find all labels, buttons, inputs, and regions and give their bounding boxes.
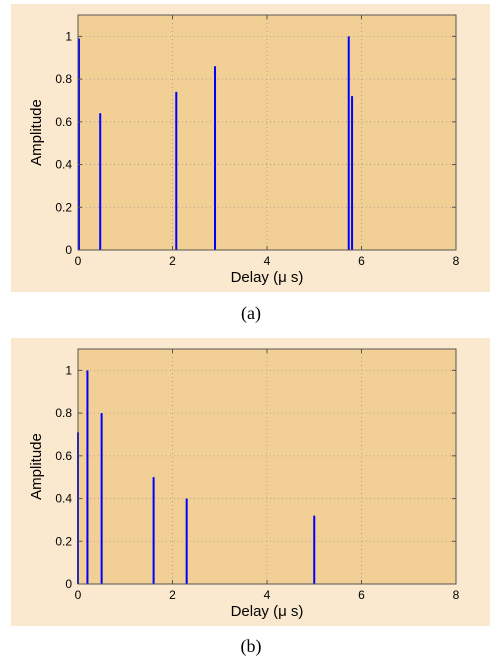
y-tick-label: 0.6: [55, 115, 72, 129]
y-tick-label: 1: [65, 363, 72, 377]
y-axis-label: Amplitude: [28, 99, 45, 166]
caption-a: (a): [241, 303, 261, 323]
y-axis-label: Amplitude: [28, 433, 45, 500]
x-axis-label: Delay (μ s): [231, 269, 304, 286]
plot-area: [78, 349, 456, 584]
y-tick-label: 0.8: [55, 72, 72, 86]
y-tick-label: 0.2: [55, 534, 72, 548]
x-tick-label: 8: [453, 254, 460, 268]
x-tick-label: 6: [358, 588, 365, 602]
caption-b: (b): [240, 636, 262, 656]
x-tick-label: 0: [75, 254, 82, 268]
y-tick-label: 0.8: [55, 406, 72, 420]
y-tick-label: 0: [65, 577, 72, 591]
x-tick-label: 0: [75, 588, 82, 602]
x-axis-label: Delay (μ s): [231, 603, 304, 620]
y-tick-label: 0.4: [55, 492, 72, 506]
x-tick-label: 4: [264, 254, 271, 268]
stem-chart-a: 0 2 4 6 8 0 0.2 0.4 0.6 0.8 1 Delay (μ s) Amplitude: [28, 14, 460, 286]
y-tick-label: 0.6: [55, 449, 72, 463]
x-tick-label: 2: [169, 254, 176, 268]
x-tick-label: 6: [358, 254, 365, 268]
y-tick-label: 0: [65, 243, 72, 257]
chart-panel-b: 0 2 4 6 8 0 0.2 0.4 0.6 0.8 1 Delay (μ s) Amplitude: [11, 338, 490, 626]
y-tick-label: 1: [65, 29, 72, 43]
chart-panel-a: 0 2 4 6 8 0 0.2 0.4 0.6 0.8 1 Delay (μ s) Amplitude: [11, 4, 490, 292]
y-tick-label: 0.4: [55, 158, 72, 172]
stem-chart-b: 0 2 4 6 8 0 0.2 0.4 0.6 0.8 1 Delay (μ s) Amplitude: [28, 348, 460, 620]
x-tick-label: 8: [453, 588, 460, 602]
plot-area: [78, 15, 456, 250]
y-tick-label: 0.2: [55, 200, 72, 214]
x-tick-label: 2: [169, 588, 176, 602]
x-tick-label: 4: [264, 588, 271, 602]
